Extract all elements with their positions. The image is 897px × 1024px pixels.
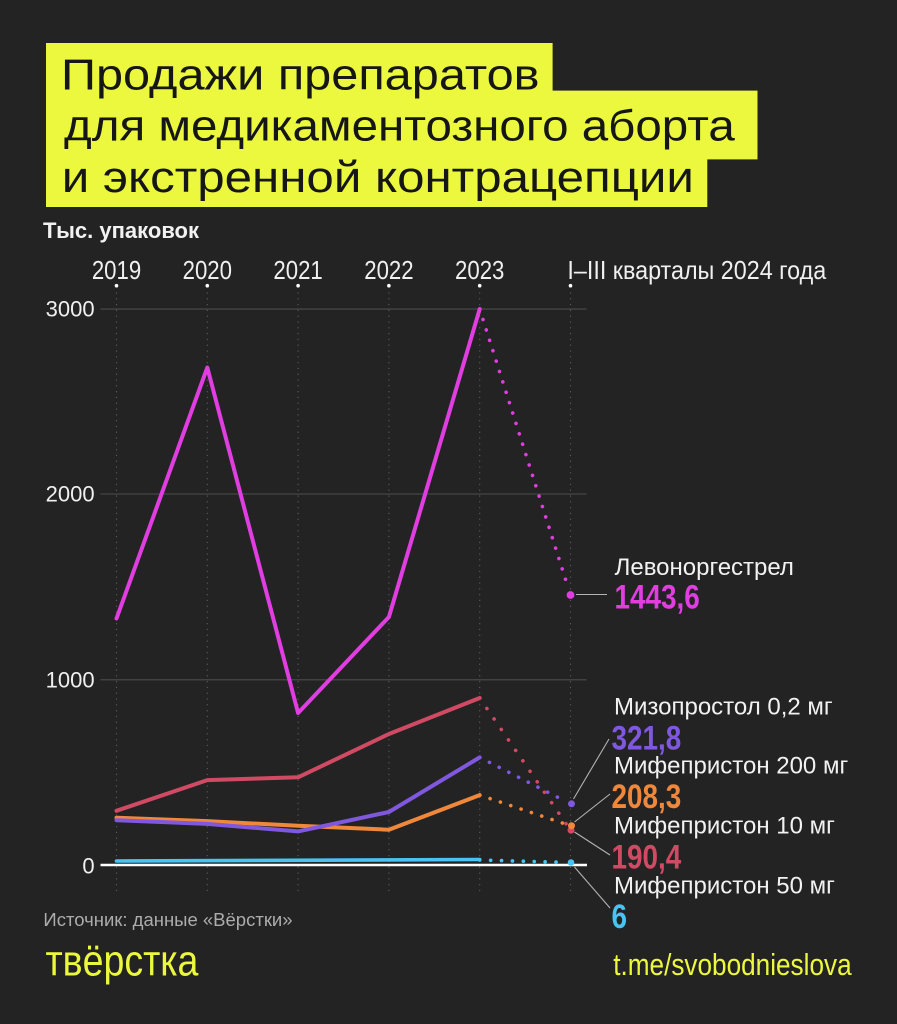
svg-text:Мизопростол 0,2 мг: Мизопростол 0,2 мг	[614, 694, 833, 721]
svg-text:твёрстка: твёрстка	[46, 936, 199, 985]
svg-text:Мифепристон 200 мг: Мифепристон 200 мг	[614, 752, 848, 779]
svg-text:Тыс. упаковок: Тыс. упаковок	[43, 218, 200, 243]
svg-text:Мифепристон 50 мг: Мифепристон 50 мг	[614, 873, 835, 900]
svg-text:2021: 2021	[273, 256, 322, 285]
svg-text:2019: 2019	[92, 256, 141, 285]
svg-text:2022: 2022	[364, 256, 413, 285]
svg-text:1000: 1000	[46, 668, 95, 693]
svg-text:Мифепристон 10 мг: Мифепристон 10 мг	[614, 813, 835, 840]
svg-text:и экстренной контрацепции: и экстренной контрацепции	[62, 153, 694, 202]
svg-text:t.me/svobodnieslova: t.me/svobodnieslova	[613, 948, 851, 983]
svg-text:для медикаментозного аборта: для медикаментозного аборта	[64, 101, 735, 150]
svg-text:3000: 3000	[46, 297, 95, 322]
svg-text:2000: 2000	[46, 482, 95, 507]
svg-text:321,8: 321,8	[612, 719, 682, 757]
svg-text:Левоноргестрел: Левоноргестрел	[615, 554, 794, 581]
svg-text:2023: 2023	[455, 256, 504, 285]
svg-text:1443,6: 1443,6	[615, 578, 700, 616]
svg-text:Источник: данные «Вёрстки»: Источник: данные «Вёрстки»	[43, 909, 292, 930]
svg-text:208,3: 208,3	[612, 777, 682, 815]
svg-text:0: 0	[82, 854, 94, 879]
svg-text:2020: 2020	[183, 256, 232, 285]
svg-text:6: 6	[612, 897, 628, 935]
svg-text:Продажи препаратов: Продажи препаратов	[61, 49, 540, 98]
svg-text:190,4: 190,4	[612, 838, 682, 876]
svg-text:I–III кварталы 2024 года: I–III кварталы 2024 года	[567, 257, 826, 285]
